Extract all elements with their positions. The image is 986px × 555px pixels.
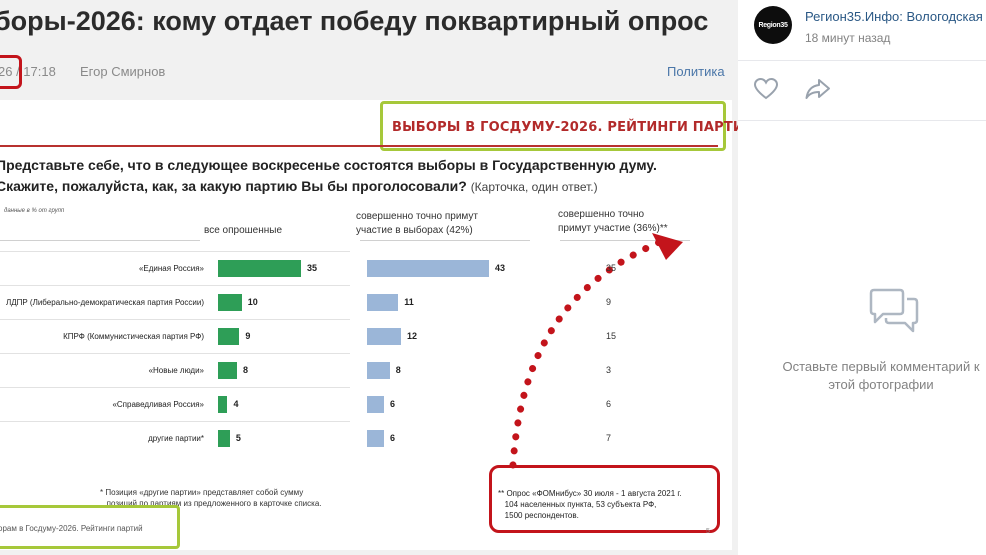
question-card-note: (Карточка, один ответ.) — [470, 180, 598, 194]
bar-likely-voters — [367, 294, 399, 311]
bar-likely-voters — [367, 260, 489, 277]
party-label: «Справедливая Россия» — [112, 400, 204, 409]
party-label: КПРФ (Коммунистическая партия РФ) — [63, 332, 204, 341]
header-separator-1 — [0, 240, 200, 241]
slide-page-number: 5 — [706, 528, 710, 535]
poll-source: ** Опрос «ФОМнибус» 30 июля - 1 августа … — [498, 488, 682, 521]
source-line-3: 1500 респондентов. — [504, 511, 579, 520]
article-rubric-link[interactable]: Политика — [667, 64, 725, 79]
source-annotation-box — [489, 465, 720, 533]
bar-all-respondents — [218, 396, 228, 413]
value-label: 15 — [606, 331, 617, 341]
sidebar: Region35 Регион35.Инфо: Вологодская 18 м… — [738, 0, 986, 555]
header-separator-2 — [360, 240, 530, 241]
value-label: 9 — [245, 331, 251, 341]
row-gridline — [0, 387, 350, 388]
article-author: Егор Смирнов — [80, 64, 166, 79]
article-date: 26 / 17:18 — [0, 64, 56, 79]
bar-likely-voters — [367, 328, 402, 345]
row-gridline — [0, 421, 350, 422]
value-label: 35 — [606, 263, 617, 273]
arrow-annotation — [509, 233, 683, 469]
footnote-line-2: позиций по партиям из предложенного в ка… — [106, 499, 322, 508]
bar-likely-voters — [367, 396, 385, 413]
share-icon[interactable] — [805, 78, 831, 100]
channel-avatar[interactable]: Region35 — [754, 6, 792, 44]
party-label: «Новые люди» — [148, 366, 204, 375]
value-label: 3 — [606, 365, 612, 375]
channel-name-link[interactable]: Регион35.Инфо: Вологодская — [805, 9, 983, 24]
header-separator-3 — [560, 240, 690, 241]
comments-icon — [869, 288, 919, 333]
row-gridline — [0, 251, 350, 252]
title-underline — [0, 145, 718, 147]
party-label: другие партии* — [148, 434, 204, 443]
col2-header-line2: участие в выборах (42%) — [356, 225, 473, 236]
row-gridline — [0, 353, 350, 354]
divider — [738, 60, 986, 61]
date-annotation-box — [0, 55, 22, 89]
row-gridline — [0, 319, 350, 320]
bottom-annotation-box — [0, 505, 180, 549]
col3-header-line1: совершенно точно — [558, 209, 645, 220]
source-line-1: ** Опрос «ФОМнибус» 30 июля - 1 августа … — [498, 489, 682, 498]
col3-header-line2: примут участие (36%)** — [558, 223, 668, 234]
value-label: 11 — [404, 297, 414, 307]
bar-likely-voters — [367, 362, 390, 379]
divider — [738, 120, 986, 121]
col3-header: совершенно точно примут участие (36%)** — [558, 208, 668, 236]
bar-all-respondents — [218, 328, 240, 345]
article-headline: боры-2026: кому отдает победу поквартирн… — [0, 6, 709, 36]
value-label: 4 — [233, 399, 239, 409]
col1-header: все опрошенные — [204, 225, 283, 236]
col2-header-line1: совершенно точно примут — [356, 211, 478, 222]
footnote-line-1: * Позиция «другие партии» представляет с… — [100, 488, 304, 497]
party-label: ЛДПР (Либерально-демократическая партия … — [5, 298, 204, 307]
value-label: 43 — [495, 263, 506, 273]
value-label: 6 — [606, 399, 612, 409]
party-label: «Единая Россия» — [138, 264, 204, 273]
empty-comments-text: Оставьте первый комментарий к этой фотог… — [782, 359, 980, 392]
dotted-arrow-line — [509, 238, 664, 469]
value-label: 12 — [407, 331, 418, 341]
slide-title: ВЫБОРЫ В ГОСДУМУ-2026. РЕЙТИНГИ ПАРТИЙ — [392, 120, 738, 135]
row-gridline — [0, 285, 350, 286]
bar-all-respondents — [218, 260, 302, 277]
value-label: 8 — [395, 365, 401, 375]
bar-all-respondents — [218, 362, 237, 379]
arrow-head — [652, 233, 683, 260]
slide-bottom-title: орам в Госдуму-2026. Рейтинги партий — [0, 524, 143, 533]
question-text: Скажите, пожалуйста, как, за какую парти… — [0, 178, 467, 194]
value-label: 7 — [606, 433, 612, 443]
bar-all-respondents — [218, 294, 242, 311]
value-label: 5 — [235, 433, 241, 443]
heart-icon[interactable] — [754, 78, 778, 100]
photo-viewer: боры-2026: кому отдает победу поквартирн… — [0, 0, 738, 555]
footnote: * Позиция «другие партии» представляет с… — [100, 487, 321, 509]
question-line-2: Скажите, пожалуйста, как, за какую парти… — [0, 178, 598, 194]
value-label: 10 — [247, 297, 258, 307]
col2-header: совершенно точно примут участие в выборах… — [356, 210, 478, 238]
title-annotation-box — [380, 101, 726, 151]
data-note: данные в % от групп — [4, 208, 65, 214]
poll-slide: ВЫБОРЫ В ГОСДУМУ-2026. РЕЙТИНГИ ПАРТИЙ П… — [0, 100, 738, 550]
source-line-2: 104 населенных пункта, 53 субъекта РФ, — [504, 500, 657, 509]
value-label: 6 — [390, 399, 396, 409]
value-label: 9 — [606, 297, 612, 307]
value-label: 6 — [390, 433, 396, 443]
bar-likely-voters — [367, 430, 385, 447]
bar-all-respondents — [218, 430, 230, 447]
value-label: 35 — [307, 263, 318, 273]
question-line-1: Представьте себе, что в следующее воскре… — [0, 157, 657, 173]
post-time: 18 минут назад — [805, 31, 891, 45]
value-label: 8 — [242, 365, 248, 375]
